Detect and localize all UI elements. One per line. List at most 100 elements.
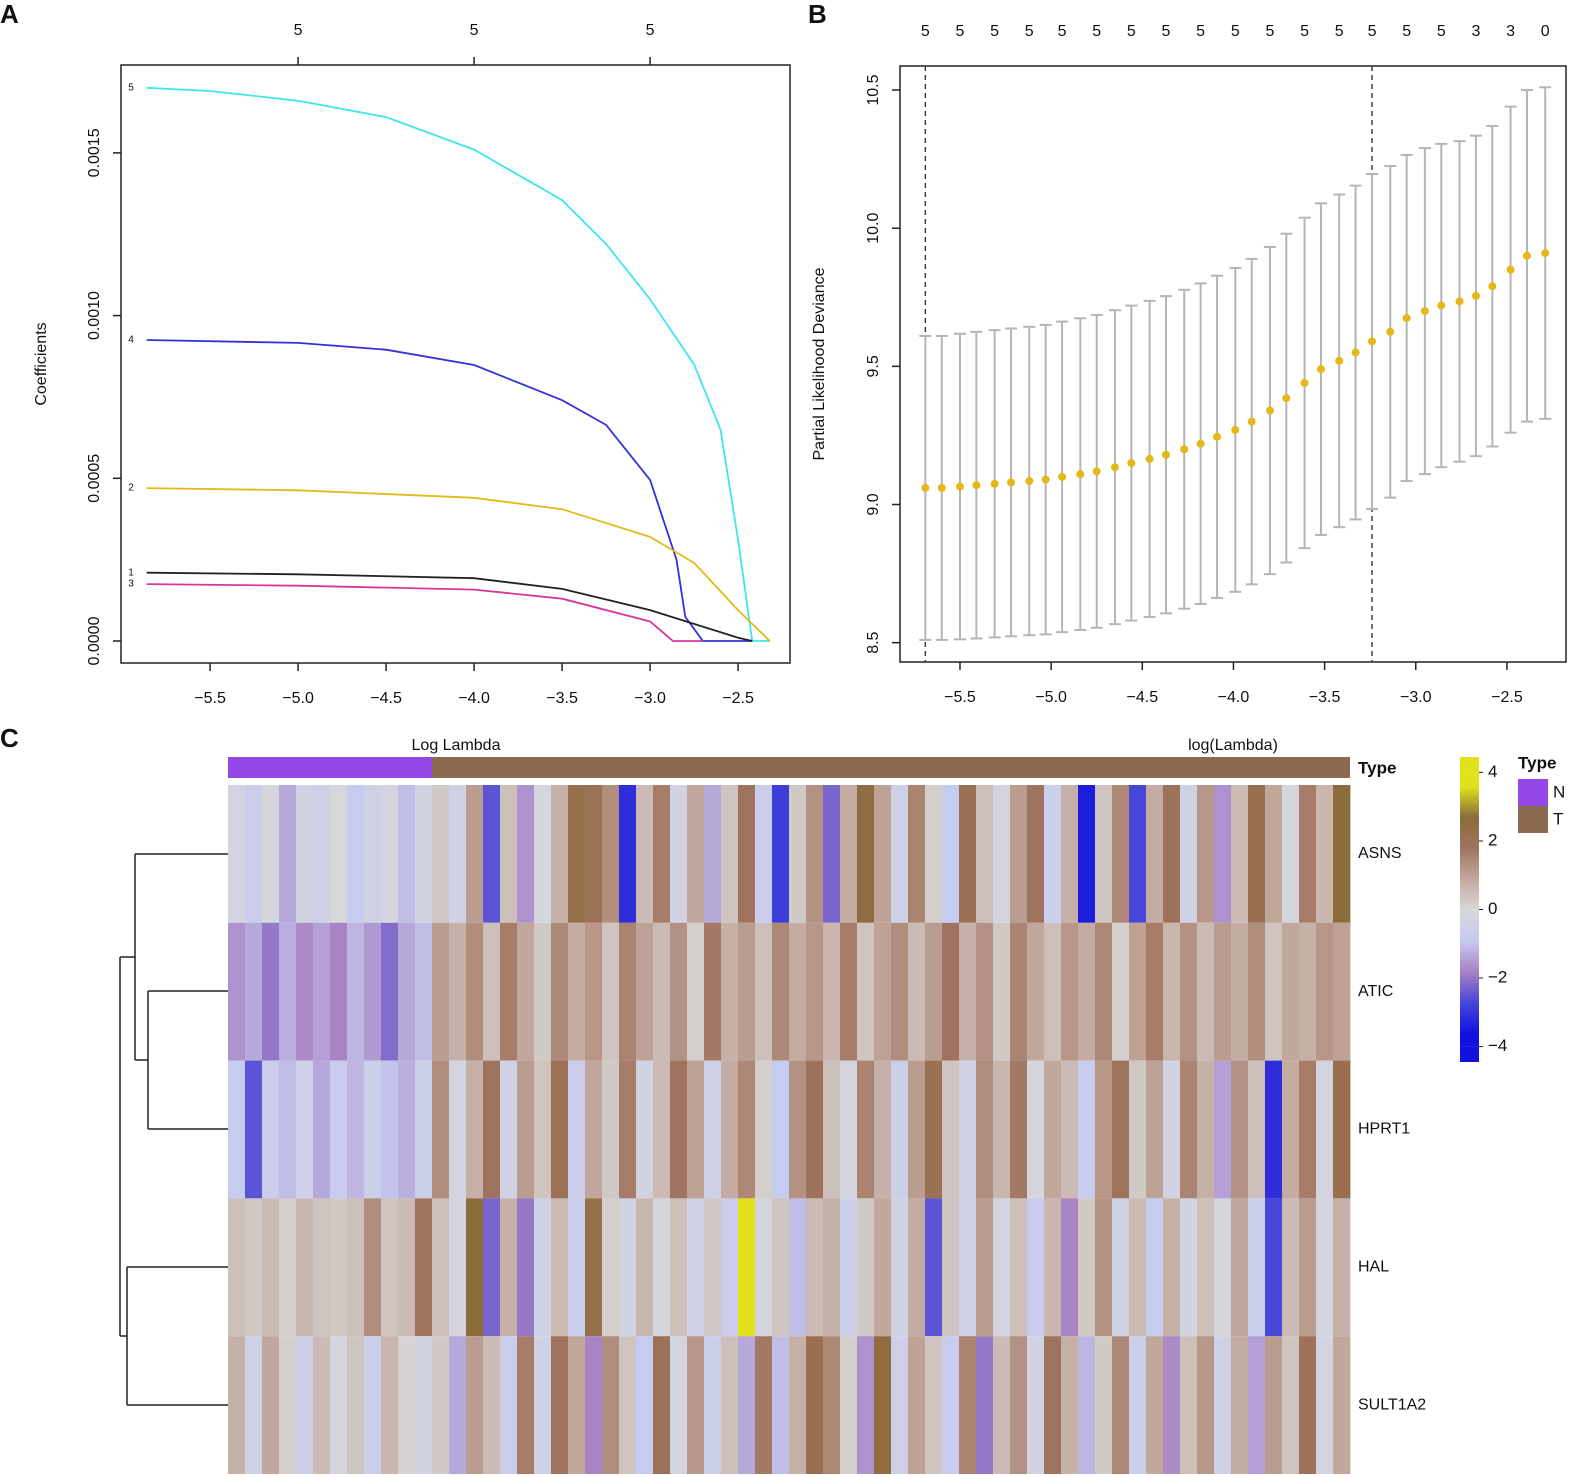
heatmap-cell bbox=[398, 785, 416, 923]
heatmap-cell bbox=[296, 1060, 314, 1199]
heatmap-cell bbox=[1214, 1060, 1232, 1199]
heatmap-cell bbox=[959, 1336, 977, 1474]
heatmap-cell bbox=[1095, 785, 1113, 923]
heatmap-cell bbox=[959, 785, 977, 923]
colorbar-tick-label: −4 bbox=[1488, 1036, 1507, 1055]
heatmap-cell bbox=[857, 785, 875, 923]
heatmap-cell bbox=[398, 1198, 416, 1337]
heatmap-cell bbox=[228, 1336, 246, 1474]
heatmap-cell bbox=[534, 1060, 552, 1199]
heatmap-cell bbox=[1061, 785, 1079, 923]
heatmap-cell bbox=[1044, 785, 1062, 923]
heatmap-cell bbox=[772, 1336, 790, 1474]
mean-point bbox=[955, 482, 964, 491]
heatmap-cell bbox=[1061, 1198, 1079, 1337]
heatmap-cell bbox=[1197, 1060, 1215, 1199]
heatmap-cell bbox=[670, 785, 688, 923]
colorbar bbox=[1460, 772, 1479, 1047]
x-axis-label: Log Lambda bbox=[412, 737, 501, 754]
heatmap-cell bbox=[415, 1336, 433, 1474]
x-tick-label: −5.5 bbox=[944, 689, 976, 706]
x-axis-label: log(Lambda) bbox=[1188, 737, 1278, 754]
mean-point bbox=[1488, 282, 1497, 291]
plot-frame bbox=[120, 64, 791, 664]
heatmap-cell bbox=[551, 922, 569, 1061]
heatmap-cell bbox=[466, 922, 484, 1061]
heatmap-cell bbox=[1027, 785, 1045, 923]
heatmap-cell bbox=[602, 1336, 620, 1474]
heatmap-cell bbox=[1027, 1336, 1045, 1474]
heatmap-cell bbox=[993, 1198, 1011, 1337]
panel-label: A bbox=[0, 0, 19, 29]
heatmap-cell bbox=[1248, 922, 1266, 1061]
heatmap-cell bbox=[874, 785, 892, 923]
heatmap-cell bbox=[1231, 1060, 1249, 1199]
heatmap-cell bbox=[245, 922, 263, 1061]
heatmap-cell bbox=[874, 922, 892, 1061]
x2-tick-label: 5 bbox=[294, 22, 303, 39]
heatmap-cell bbox=[891, 922, 909, 1061]
heatmap-cell bbox=[1112, 1198, 1130, 1337]
heatmap-cell bbox=[1299, 922, 1317, 1061]
heatmap-cell bbox=[568, 1336, 586, 1474]
heatmap-cell bbox=[1146, 1060, 1164, 1199]
x-tick-label: −4.0 bbox=[1218, 689, 1250, 706]
mean-point bbox=[1213, 432, 1222, 441]
mean-point bbox=[1335, 356, 1344, 365]
heatmap-cell bbox=[772, 922, 790, 1061]
heatmap-cell bbox=[1180, 785, 1198, 923]
heatmap-cell bbox=[755, 1336, 773, 1474]
heatmap-cell bbox=[993, 1060, 1011, 1199]
heatmap-cell bbox=[619, 1198, 637, 1337]
series-label: 2 bbox=[128, 483, 134, 494]
x2-tick-label: 5 bbox=[1127, 23, 1136, 40]
y-tick-label: 0.0010 bbox=[86, 291, 103, 340]
heatmap-cell bbox=[551, 785, 569, 923]
heatmap-cell bbox=[908, 922, 926, 1061]
y-tick-label: 10.0 bbox=[865, 213, 882, 244]
heatmap-cell bbox=[1333, 1198, 1351, 1337]
heatmap-cell bbox=[1078, 1060, 1096, 1199]
coefficient-path bbox=[146, 583, 703, 642]
heatmap-cell bbox=[976, 785, 994, 923]
legend-swatch bbox=[1518, 779, 1548, 806]
heatmap-cell bbox=[619, 785, 637, 923]
heatmap-cell bbox=[1146, 1198, 1164, 1337]
heatmap-cell bbox=[330, 922, 348, 1061]
heatmap-cell bbox=[228, 785, 246, 923]
coefficient-path bbox=[146, 339, 753, 642]
heatmap-cell bbox=[1010, 1198, 1028, 1337]
heatmap-cell bbox=[1282, 1060, 1300, 1199]
heatmap-cell bbox=[1146, 1336, 1164, 1474]
legend-label: N bbox=[1553, 782, 1565, 801]
x2-tick-label: 5 bbox=[1402, 23, 1411, 40]
heatmap-cell bbox=[279, 1198, 297, 1337]
x2-tick-label: 5 bbox=[1162, 23, 1171, 40]
heatmap-cell bbox=[551, 1198, 569, 1337]
heatmap-cell bbox=[1197, 785, 1215, 923]
heatmap-cell bbox=[1078, 1198, 1096, 1337]
heatmap-cell bbox=[551, 1060, 569, 1199]
heatmap-cell bbox=[874, 1336, 892, 1474]
heatmap-cell bbox=[942, 1336, 960, 1474]
heatmap-cell bbox=[1044, 1198, 1062, 1337]
heatmap-cell bbox=[500, 1060, 518, 1199]
heatmap-cell bbox=[330, 785, 348, 923]
heatmap-cell bbox=[1214, 1336, 1232, 1474]
heatmap-cell bbox=[1180, 1336, 1198, 1474]
heatmap-cell bbox=[466, 1336, 484, 1474]
heatmap-cell bbox=[296, 1198, 314, 1337]
heatmap-cell bbox=[245, 1336, 263, 1474]
heatmap-cell bbox=[432, 922, 450, 1061]
mean-point bbox=[1402, 313, 1411, 322]
mean-point bbox=[1437, 301, 1446, 310]
heatmap-cell bbox=[551, 1336, 569, 1474]
mean-point bbox=[990, 479, 999, 488]
mean-point bbox=[1471, 291, 1480, 300]
heatmap-cell bbox=[789, 1060, 807, 1199]
heatmap-cell bbox=[755, 1198, 773, 1337]
y-tick-label: 8.5 bbox=[865, 631, 882, 653]
y-tick-label: 10.5 bbox=[865, 74, 882, 105]
heatmap-cell bbox=[687, 1198, 705, 1337]
